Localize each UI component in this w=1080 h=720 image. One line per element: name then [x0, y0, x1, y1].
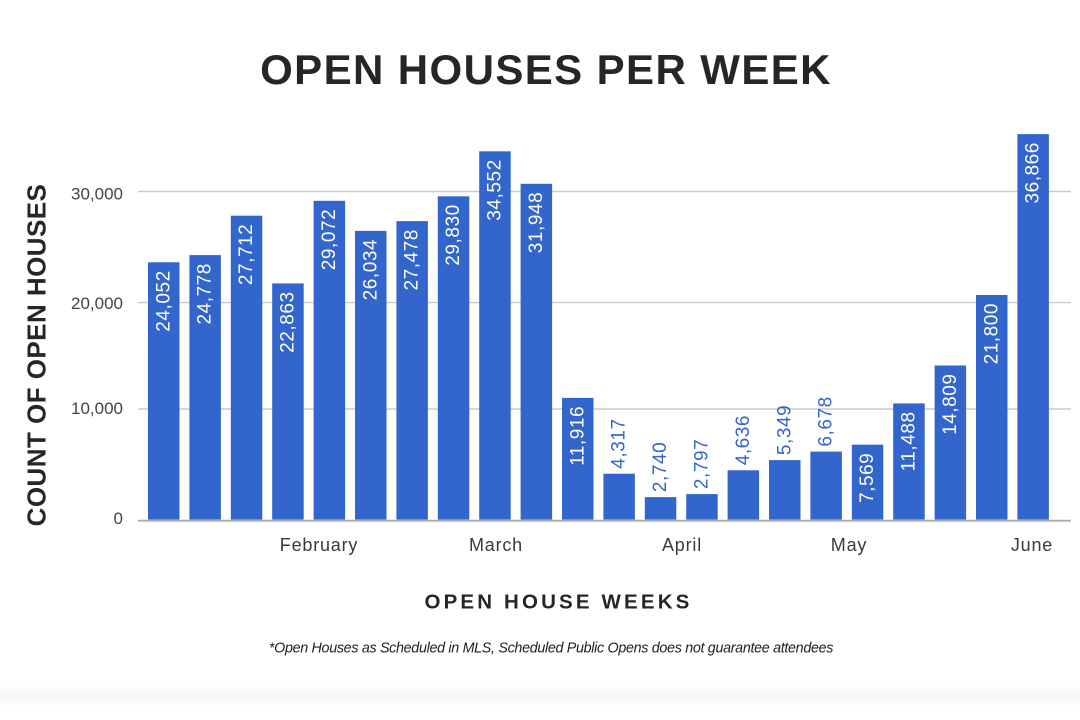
svg-text:14,809: 14,809 — [940, 374, 961, 435]
svg-text:20,000: 20,000 — [71, 294, 123, 313]
svg-text:4,317: 4,317 — [609, 418, 630, 468]
svg-text:OPEN HOUSES PER WEEK: OPEN HOUSES PER WEEK — [260, 46, 832, 93]
svg-text:COUNT OF OPEN HOUSES: COUNT OF OPEN HOUSES — [22, 184, 52, 527]
svg-text:26,034: 26,034 — [360, 239, 381, 300]
svg-text:22,863: 22,863 — [278, 291, 299, 352]
svg-text:30,000: 30,000 — [71, 185, 123, 204]
svg-text:27,712: 27,712 — [236, 224, 257, 285]
svg-text:24,778: 24,778 — [195, 263, 216, 324]
svg-text:34,552: 34,552 — [485, 159, 506, 220]
svg-text:April: April — [662, 535, 702, 555]
svg-text:24,052: 24,052 — [153, 270, 174, 331]
svg-text:11,488: 11,488 — [899, 411, 920, 471]
svg-text:7,569: 7,569 — [857, 453, 878, 503]
svg-text:February: February — [280, 535, 358, 555]
svg-text:March: March — [469, 535, 523, 555]
svg-text:May: May — [831, 535, 867, 555]
svg-text:29,072: 29,072 — [319, 209, 340, 270]
svg-text:21,800: 21,800 — [981, 303, 1002, 364]
svg-text:2,797: 2,797 — [692, 439, 713, 489]
svg-text:10,000: 10,000 — [71, 399, 123, 418]
svg-text:2,740: 2,740 — [650, 442, 671, 492]
svg-text:6,678: 6,678 — [816, 396, 837, 446]
svg-text:29,830: 29,830 — [443, 204, 464, 265]
svg-text:*Open Houses as Scheduled in M: *Open Houses as Scheduled in MLS, Schedu… — [269, 641, 833, 657]
svg-text:0: 0 — [114, 509, 123, 528]
svg-text:5,349: 5,349 — [774, 405, 795, 455]
svg-text:27,478: 27,478 — [402, 229, 423, 290]
svg-text:31,948: 31,948 — [526, 192, 547, 253]
svg-text:June: June — [1011, 535, 1053, 555]
svg-text:4,636: 4,636 — [733, 415, 754, 465]
svg-text:11,916: 11,916 — [567, 406, 588, 466]
svg-text:OPEN HOUSE WEEKS: OPEN HOUSE WEEKS — [425, 591, 693, 614]
svg-text:36,866: 36,866 — [1023, 142, 1044, 203]
